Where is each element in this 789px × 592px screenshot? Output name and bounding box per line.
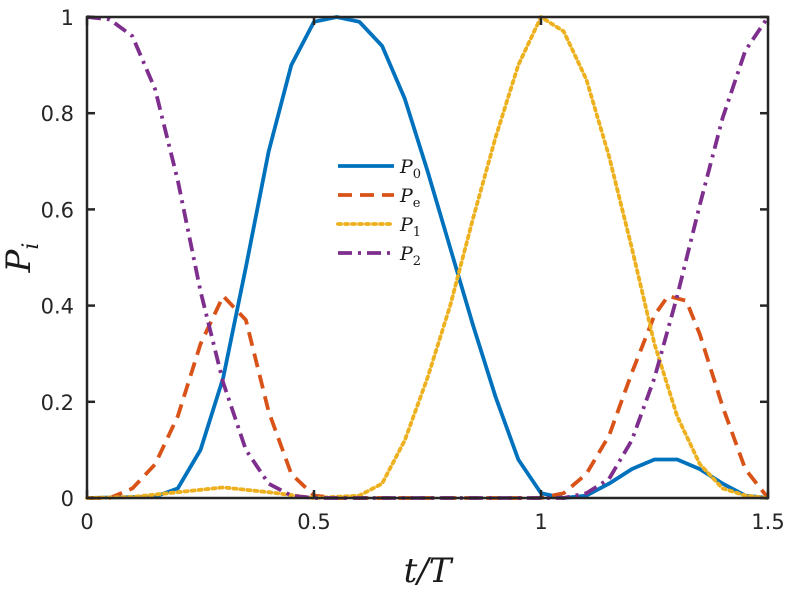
x-tick-labels: 0 0.5 1 1.5 [80, 510, 784, 534]
series-line-P0 [86, 15, 769, 500]
y-tick-label: 0.6 [41, 198, 74, 222]
y-axis-title-main: P [0, 248, 39, 273]
y-tick-label: 1 [61, 6, 74, 30]
y-tick-labels: 0 0.2 0.4 0.6 0.8 1 [41, 6, 74, 511]
series-line-P1 [85, 15, 770, 500]
x-tick-label: 0.5 [297, 510, 330, 534]
y-tick-label: 0.4 [41, 295, 74, 319]
legend-label-Pe: Pe [399, 185, 421, 211]
legend-label-P0: P0 [399, 156, 421, 182]
legend-label-P1: P1 [399, 214, 421, 240]
axis-ticks [85, 15, 770, 500]
legend-label-P2: P2 [399, 243, 421, 269]
series-layer [85, 15, 770, 500]
plot-area-frame [85, 15, 770, 500]
x-tick-label: 0 [80, 510, 93, 534]
x-tick-label: 1 [534, 510, 547, 534]
x-axis-title: t/T [404, 551, 454, 591]
y-tick-label: 0.8 [41, 102, 74, 126]
x-tick-label: 1.5 [751, 510, 784, 534]
y-tick-label: 0 [61, 487, 74, 511]
svg-text:Pi: Pi [0, 243, 44, 274]
y-axis-title-sub: i [19, 243, 44, 250]
y-tick-label: 0.2 [41, 391, 74, 415]
y-axis-title: Pi [0, 243, 44, 274]
series-line-P2 [86, 15, 770, 500]
legend: P0 Pe P1 P2 [336, 156, 421, 269]
